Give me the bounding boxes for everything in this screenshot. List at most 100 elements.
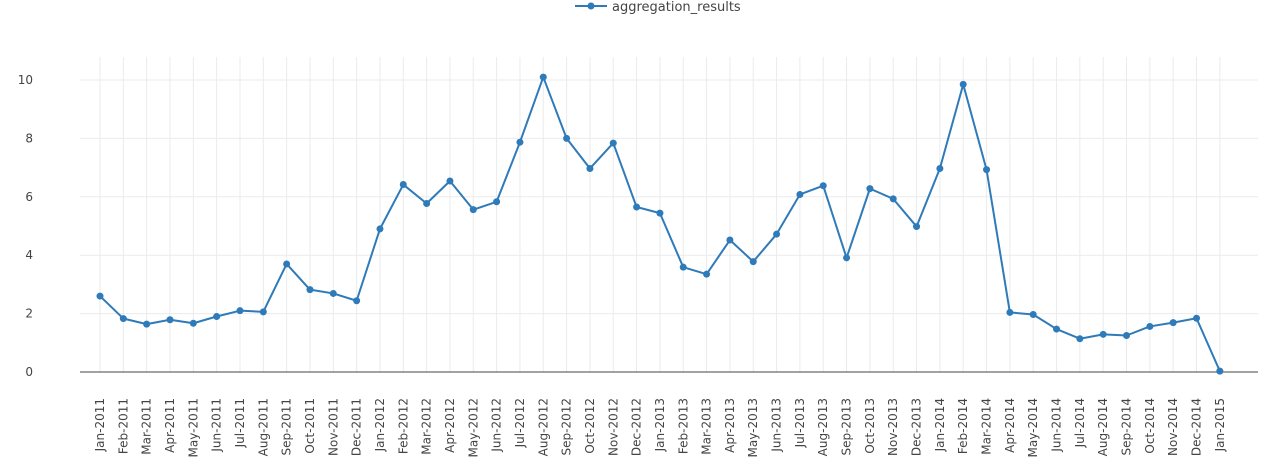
x-tick-label: Apr-2011 [163,398,177,453]
y-axis-tick-labels: 0 2 4 6 8 10 [18,73,33,379]
x-tick-label: Nov-2014 [1166,398,1180,456]
data-point [843,254,851,262]
x-tick-label: Dec-2011 [350,398,364,456]
data-point [1146,322,1154,330]
data-point [1006,308,1014,316]
x-tick-label: Jun-2013 [770,398,784,453]
x-tick-label: Sep-2013 [840,398,854,456]
data-point [703,270,711,278]
data-point [353,297,361,305]
x-tick-label: Jul-2012 [513,398,527,448]
x-tick-label: Feb-2012 [396,398,410,454]
data-point [1029,310,1037,318]
data-point [563,134,571,142]
data-point [959,80,967,88]
x-tick-label: May-2011 [186,398,200,457]
legend[interactable]: aggregation_results [575,0,741,15]
data-point [936,164,944,172]
x-tick-label: Sep-2014 [1120,398,1134,456]
data-point [679,263,687,271]
x-tick-label: Nov-2013 [886,398,900,456]
legend-label: aggregation_results [612,0,741,15]
data-point [516,138,524,146]
data-point [726,236,734,244]
x-tick-label: Sep-2011 [280,398,294,456]
x-tick-label: Oct-2012 [583,398,597,454]
x-tick-label: Nov-2011 [326,398,340,456]
data-point [889,195,897,203]
x-tick-label: Apr-2013 [723,398,737,453]
x-tick-label: Nov-2012 [606,398,620,456]
data-point [166,316,174,324]
x-tick-label: Apr-2012 [443,398,457,453]
data-point [143,320,151,328]
x-tick-label: May-2013 [746,398,760,457]
data-point [329,289,337,297]
x-tick-label: Apr-2014 [1003,398,1017,453]
x-tick-label: Feb-2014 [956,398,970,454]
data-point [866,185,874,193]
x-tick-label: Jan-2014 [933,398,947,452]
x-tick-label: May-2014 [1026,398,1040,457]
data-point [423,200,431,208]
x-tick-label: Mar-2011 [140,398,154,455]
data-point [1193,314,1201,322]
x-tick-label: Sep-2012 [560,398,574,456]
data-point [96,292,104,300]
data-point [1053,325,1061,333]
x-tick-label: Aug-2013 [816,398,830,456]
y-tick-label: 8 [25,131,33,145]
x-tick-label: Jan-2013 [653,398,667,452]
x-tick-label: Jan-2015 [1213,398,1227,452]
data-point [119,315,127,323]
x-tick-label: Aug-2012 [536,398,550,456]
x-tick-label: Aug-2011 [256,398,270,456]
data-point [586,164,594,172]
x-tick-label: Aug-2014 [1096,398,1110,456]
data-point [259,308,267,316]
y-tick-label: 0 [25,365,33,379]
data-point [609,139,617,147]
x-tick-label: May-2012 [466,398,480,457]
y-tick-label: 4 [25,248,33,262]
x-tick-label: Feb-2013 [676,398,690,454]
x-tick-label: Jun-2011 [210,398,224,453]
data-point [1123,332,1131,339]
data-point [283,260,291,268]
series-aggregation-results [96,73,1224,375]
x-tick-label: Jan-2012 [373,398,387,452]
data-point [399,181,407,189]
data-point [913,223,921,231]
data-point [189,319,197,327]
x-tick-label: Oct-2013 [863,398,877,454]
x-tick-label: Jul-2014 [1073,398,1087,448]
x-tick-label: Dec-2014 [1190,398,1204,456]
data-point [213,313,221,321]
gridlines [80,57,1258,372]
data-point [469,206,477,214]
x-tick-label: Oct-2014 [1143,398,1157,454]
x-tick-label: Feb-2011 [116,398,130,454]
x-tick-label: Mar-2014 [980,398,994,455]
x-tick-label: Mar-2012 [420,398,434,455]
data-point [773,230,781,238]
x-tick-label: Dec-2013 [910,398,924,456]
y-tick-label: 10 [18,73,33,87]
y-tick-label: 6 [25,190,33,204]
data-point [656,209,664,217]
x-tick-label: Oct-2011 [303,398,317,454]
x-axis-tick-labels: Jan-2011 Feb-2011 Mar-2011 Apr-2011 May-2011… [93,398,1227,457]
data-point [1169,319,1177,327]
data-point [819,182,827,190]
data-point [446,177,454,185]
x-tick-label: Jan-2011 [93,398,107,452]
x-tick-label: Jun-2012 [490,398,504,453]
data-point [493,198,501,206]
x-tick-label: Dec-2012 [630,398,644,456]
data-point [539,73,547,81]
x-tick-label: Mar-2013 [700,398,714,455]
x-tick-label: Jun-2014 [1050,398,1064,453]
data-point [1076,335,1084,343]
data-point [983,166,991,174]
